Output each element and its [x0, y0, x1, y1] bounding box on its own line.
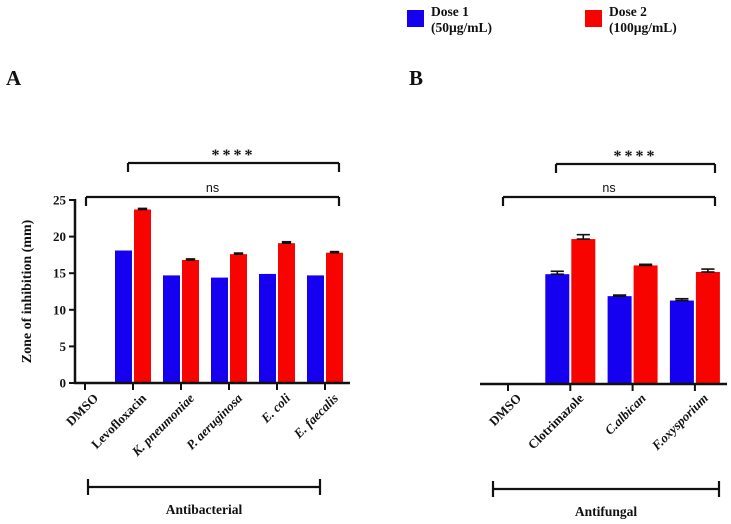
error-bar — [576, 233, 590, 240]
error-bar — [613, 294, 627, 297]
y-tick-label: 15 — [53, 266, 67, 281]
bar-dose1 — [115, 250, 132, 383]
legend-item-dose2: Dose 2 (100µg/mL) — [585, 4, 677, 36]
legend-item-dose1: Dose 1 (50µg/mL) — [407, 4, 492, 36]
x-category-label: F.oxysporium — [648, 391, 711, 454]
y-tick-label: 25 — [53, 193, 67, 208]
panel-b-chart: DMSO Clotrimazole C.albican F.oxysporium ***… — [480, 148, 727, 519]
y-tick-label: 0 — [60, 376, 67, 391]
error-bar — [329, 250, 340, 254]
group-bracket-label: Antibacterial — [166, 502, 243, 517]
x-category-label: E. coli — [257, 390, 293, 426]
x-category-label: E. faecalis — [290, 391, 341, 442]
significance-bracket — [554, 162, 717, 173]
group-bracket — [491, 481, 721, 497]
bar-dose2 — [633, 265, 658, 384]
panel-b-label: B — [409, 66, 424, 90]
legend-dose1-name: Dose 1 — [431, 4, 469, 19]
bar-dose2 — [182, 260, 199, 383]
significance-stars-label: **** — [212, 147, 256, 164]
significance-stars-label: **** — [614, 148, 658, 165]
y-axis-title: Zone of inhibition (mm) — [20, 219, 35, 363]
y-tick-label: 5 — [60, 339, 67, 354]
y-tick-label: 20 — [53, 229, 66, 244]
bar-dose2 — [278, 243, 295, 383]
error-bar — [137, 207, 148, 211]
significance-bracket — [126, 161, 341, 172]
x-category-label: DMSO — [63, 391, 101, 429]
bar-dose1 — [211, 277, 228, 383]
y-tick-label: 10 — [53, 302, 66, 317]
error-bar — [701, 268, 715, 273]
error-bar — [281, 240, 292, 244]
legend-dose2-name: Dose 2 — [609, 4, 647, 19]
error-bar — [550, 270, 564, 276]
bar-dose1 — [669, 300, 694, 384]
dose2-color-swatch — [585, 10, 602, 27]
error-bar — [639, 263, 653, 267]
x-category-label: DMSO — [486, 391, 524, 429]
x-category-label: C.albican — [602, 391, 649, 438]
error-bar — [185, 258, 196, 261]
bar-dose2 — [695, 272, 720, 384]
bar-dose1 — [259, 273, 276, 383]
significance-bracket — [84, 195, 341, 206]
legend-dose2-concentration: (100µg/mL) — [609, 20, 677, 35]
panel-a-label: A — [6, 66, 22, 90]
significance-ns-label: ns — [206, 181, 219, 195]
bar-dose2 — [571, 239, 596, 384]
error-bar — [233, 252, 244, 255]
legend-dose1-concentration: (50µg/mL) — [431, 20, 493, 35]
bar-dose2 — [230, 254, 247, 383]
bar-dose1 — [307, 275, 324, 383]
bar-dose1 — [545, 274, 570, 384]
bar-dose1 — [163, 275, 180, 383]
bar-dose2 — [134, 209, 151, 383]
group-bracket-label: Antifungal — [575, 504, 638, 519]
x-category-label: Clotrimazole — [525, 390, 587, 452]
error-bar — [675, 297, 689, 302]
bar-dose2 — [326, 252, 343, 383]
significance-bracket — [501, 195, 717, 206]
group-bracket — [86, 479, 322, 495]
bar-dose1 — [607, 296, 632, 384]
significance-ns-label: ns — [602, 181, 615, 195]
dose1-color-swatch — [407, 10, 424, 27]
